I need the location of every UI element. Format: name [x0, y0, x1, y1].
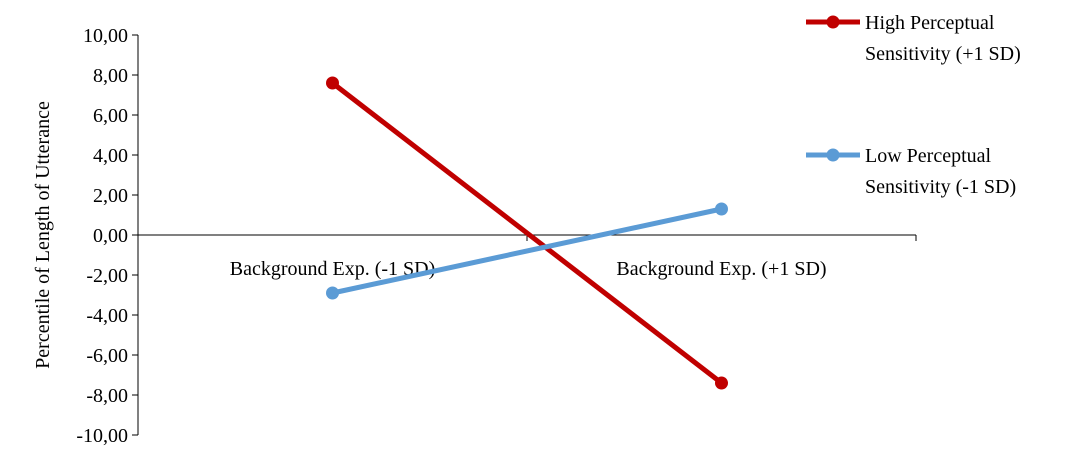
series-0: [326, 76, 728, 390]
series-layer: [326, 76, 728, 390]
data-point: [715, 376, 728, 390]
y-tick-label: 0,00: [93, 225, 128, 247]
x-axis: Background Exp. (-1 SD) Background Exp. (…: [137, 234, 917, 280]
legend-marker: [826, 15, 840, 29]
y-tick-label: -8,00: [86, 385, 128, 407]
y-tick-label: -6,00: [86, 345, 128, 367]
legend-label: Sensitivity (+1 SD): [865, 43, 1021, 65]
data-point: [715, 202, 728, 216]
y-tick-label: -4,00: [86, 305, 128, 327]
series-line: [331, 206, 723, 296]
y-tick-label: -2,00: [86, 265, 128, 287]
legend: High Perceptual Sensitivity (+1 SD) Low Pe…: [806, 12, 1021, 198]
y-tick-label: 4,00: [93, 145, 128, 167]
series-1: [326, 202, 728, 300]
legend-label: High Perceptual: [865, 12, 995, 34]
legend-marker: [826, 148, 840, 162]
data-point: [326, 76, 339, 90]
y-tick-label: -10,00: [76, 425, 128, 447]
legend-item: High Perceptual Sensitivity (+1 SD): [806, 12, 1021, 65]
y-axis-title-group: Percentile of Length of Utterance: [32, 101, 54, 369]
x-category-label: Background Exp. (+1 SD): [616, 258, 826, 280]
legend-item: Low Perceptual Sensitivity (-1 SD): [806, 145, 1016, 198]
y-axis-title: Percentile of Length of Utterance: [32, 101, 54, 369]
y-axis: 10,00 8,00 6,00 4,00 2,00 0,00 -2,00 -4,00 -6,00…: [76, 25, 139, 447]
y-tick-label: 6,00: [93, 105, 128, 127]
y-tick-label: 8,00: [93, 65, 128, 87]
x-category-label: Background Exp. (-1 SD): [230, 258, 436, 280]
y-tick-label: 10,00: [83, 25, 128, 47]
y-tick-label: 2,00: [93, 185, 128, 207]
series-line: [330, 81, 724, 385]
legend-label: Sensitivity (-1 SD): [865, 176, 1016, 198]
data-point: [326, 286, 339, 300]
legend-label: Low Perceptual: [865, 145, 992, 167]
